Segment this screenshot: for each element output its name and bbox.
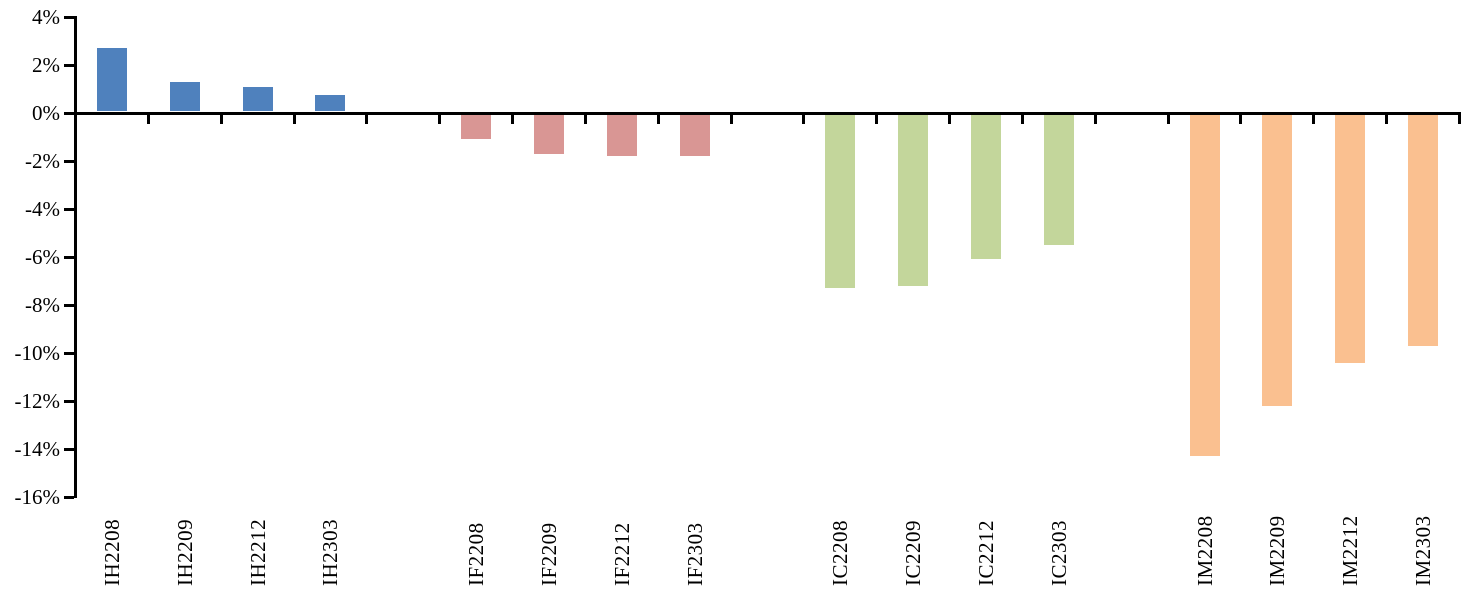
x-tick <box>729 113 733 124</box>
bar-IF2209 <box>533 115 564 154</box>
y-tick-label: -16% <box>14 485 61 509</box>
y-tick-label: -2% <box>25 149 60 173</box>
x-label-IH2212: IH2212 <box>245 518 270 586</box>
x-label-IF2208: IF2208 <box>464 522 489 586</box>
y-tick <box>64 400 74 403</box>
x-label-IC2208: IC2208 <box>828 520 853 586</box>
bar-IC2303 <box>1043 115 1074 245</box>
x-label-IF2209: IF2209 <box>536 522 561 586</box>
y-axis <box>74 16 77 498</box>
x-tick <box>511 113 515 124</box>
bar-IF2303 <box>679 115 710 157</box>
y-tick <box>64 256 74 259</box>
x-label-IM2209: IM2209 <box>1265 515 1290 586</box>
bar-IM2208 <box>1189 115 1220 457</box>
x-tick <box>875 113 879 124</box>
y-tick-label: 2% <box>32 53 60 77</box>
bar-IH2209 <box>169 81 200 111</box>
bar-IH2212 <box>242 86 273 111</box>
x-label-IH2208: IH2208 <box>99 518 124 586</box>
y-tick <box>64 112 74 115</box>
bar-IF2208 <box>461 115 492 140</box>
x-label-IM2208: IM2208 <box>1192 515 1217 586</box>
x-tick <box>1385 113 1389 124</box>
x-label-IC2212: IC2212 <box>974 520 999 586</box>
y-tick <box>64 448 74 451</box>
bar-IH2303 <box>315 95 346 111</box>
bar-IM2303 <box>1408 115 1439 346</box>
y-tick <box>64 496 74 499</box>
x-axis <box>74 112 1461 115</box>
y-tick-label: -8% <box>25 293 60 317</box>
x-tick <box>948 113 952 124</box>
x-label-IC2209: IC2209 <box>901 520 926 586</box>
x-tick <box>1239 113 1243 124</box>
x-label-IH2209: IH2209 <box>172 518 197 586</box>
bar-IF2212 <box>606 115 637 157</box>
x-tick <box>146 113 150 124</box>
y-tick-label: -6% <box>25 245 60 269</box>
bar-IH2208 <box>96 48 127 111</box>
x-tick <box>656 113 660 124</box>
x-tick <box>583 113 587 124</box>
y-tick-label: 4% <box>32 5 60 29</box>
x-tick <box>74 113 77 124</box>
y-tick-label: -4% <box>25 197 60 221</box>
x-label-IH2303: IH2303 <box>318 518 343 586</box>
bar-IC2212 <box>971 115 1002 260</box>
y-tick <box>64 208 74 211</box>
x-tick <box>1020 113 1024 124</box>
y-tick-label: 0% <box>32 101 60 125</box>
x-tick <box>1312 113 1316 124</box>
bar-IC2208 <box>825 115 856 289</box>
bar-IM2209 <box>1262 115 1293 406</box>
x-label-IM2303: IM2303 <box>1411 515 1436 586</box>
x-tick <box>1093 113 1097 124</box>
y-tick <box>64 352 74 355</box>
x-tick <box>802 113 806 124</box>
bar-IC2209 <box>898 115 929 286</box>
y-tick-label: -14% <box>14 437 61 461</box>
y-tick <box>64 304 74 307</box>
x-tick <box>1166 113 1170 124</box>
bar-IM2212 <box>1335 115 1366 363</box>
y-tick-label: -12% <box>14 389 61 413</box>
x-tick <box>1458 113 1461 124</box>
y-tick-label: -10% <box>14 341 61 365</box>
x-label-IM2212: IM2212 <box>1338 515 1363 586</box>
y-tick <box>64 64 74 67</box>
x-label-IC2303: IC2303 <box>1046 520 1071 586</box>
x-label-IF2212: IF2212 <box>609 522 634 586</box>
x-tick <box>292 113 296 124</box>
x-tick <box>219 113 223 124</box>
x-tick <box>365 113 369 124</box>
y-tick <box>64 16 74 19</box>
y-tick <box>64 160 74 163</box>
x-label-IF2303: IF2303 <box>682 522 707 586</box>
x-tick <box>438 113 442 124</box>
